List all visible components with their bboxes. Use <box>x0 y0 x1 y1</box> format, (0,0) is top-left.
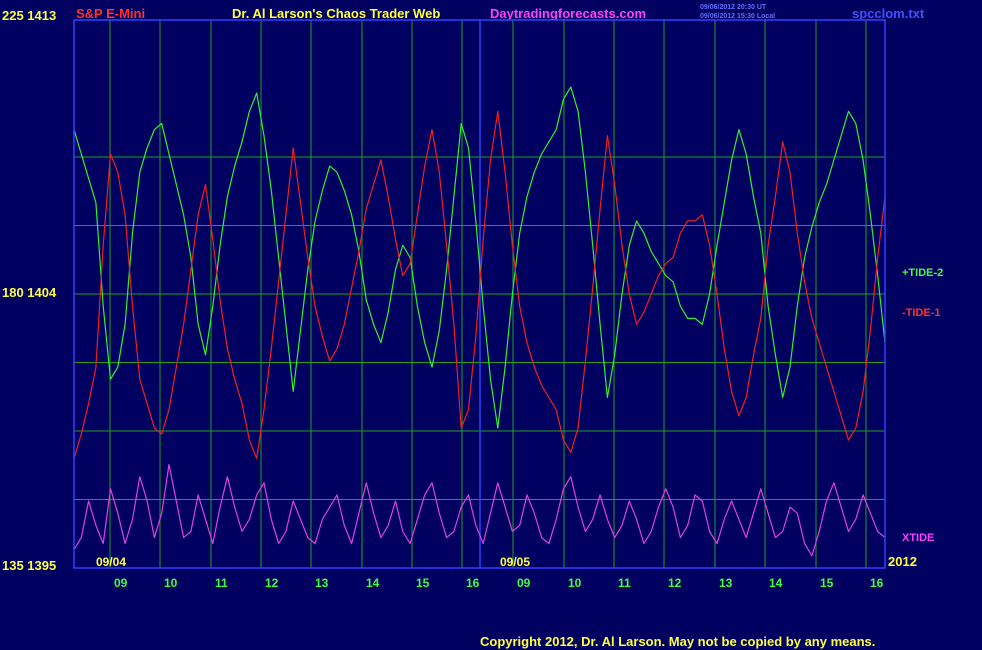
grid-layer <box>74 20 885 568</box>
hour-label-0: 09 <box>114 576 128 590</box>
website-label: Daytradingforecasts.com <box>490 6 646 21</box>
hour-label-14: 15 <box>820 576 834 590</box>
hour-label-12: 13 <box>719 576 733 590</box>
hour-label-8: 09 <box>517 576 531 590</box>
hour-label-5: 14 <box>366 576 380 590</box>
instrument-label: S&P E-Mini <box>76 6 145 21</box>
timestamp-ut: 09/06/2012 20:30 UT <box>700 4 767 11</box>
hour-label-15: 16 <box>870 576 884 590</box>
hour-label-7: 16 <box>466 576 480 590</box>
chart-title: Dr. Al Larson's Chaos Trader Web <box>232 6 440 21</box>
legend-tide-minus: -TIDE-1 <box>902 307 941 319</box>
year-label: 2012 <box>888 554 917 569</box>
y-bottom-label: 135 1395 <box>2 558 56 573</box>
plot-border <box>73 19 886 569</box>
hour-label-6: 15 <box>416 576 430 590</box>
copyright-footer: Copyright 2012, Dr. Al Larson. May not b… <box>480 634 875 649</box>
series-tide-minus-line <box>73 110 886 459</box>
hour-label-9: 10 <box>568 576 582 590</box>
series-xtide-line <box>73 463 886 557</box>
hour-labels: 09 10 11 12 13 14 15 16 09 10 11 12 13 14 15 16 <box>114 576 884 590</box>
hour-label-4: 13 <box>315 576 329 590</box>
timestamp-local: 09/06/2012 15:30 Local <box>700 13 775 20</box>
hour-label-1: 10 <box>164 576 178 590</box>
series-tide-plus-line <box>73 86 886 429</box>
legend-xtide: XTIDE <box>902 532 934 544</box>
y-mid-label: 180 1404 <box>2 285 57 300</box>
y-top-label: 225 1413 <box>2 8 56 23</box>
hour-label-13: 14 <box>769 576 783 590</box>
date-label-0905: 09/05 <box>500 555 530 569</box>
hour-label-11: 12 <box>668 576 682 590</box>
hour-label-3: 12 <box>265 576 279 590</box>
filename-label: spcclom.txt <box>852 6 925 21</box>
series-layer <box>73 86 886 557</box>
hour-label-10: 11 <box>618 576 631 590</box>
hour-label-2: 11 <box>215 576 228 590</box>
date-label-0904: 09/04 <box>96 555 126 569</box>
legend-tide-plus: +TIDE-2 <box>902 267 943 279</box>
